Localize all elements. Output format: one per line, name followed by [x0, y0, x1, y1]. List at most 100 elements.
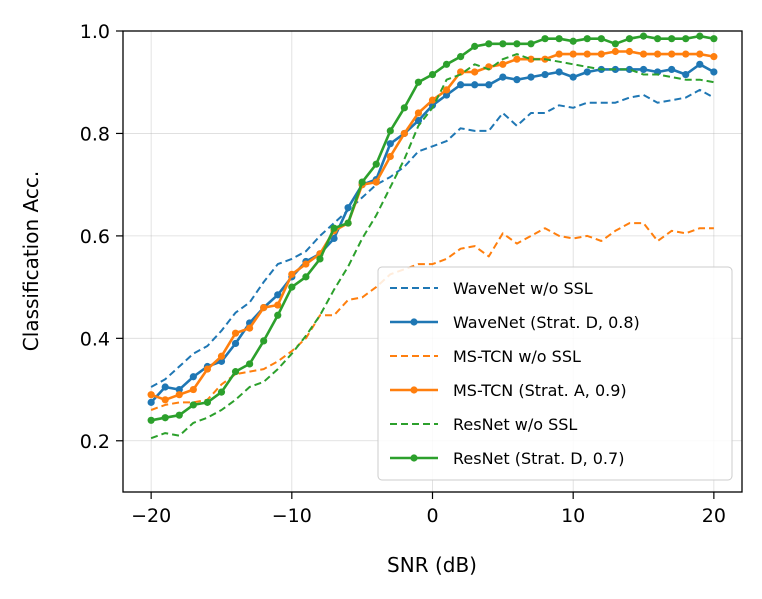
data-point-5-24 [485, 40, 493, 48]
x-axis-ticks: −20 −10 0 10 20 [131, 492, 726, 527]
data-point-1-28 [541, 70, 549, 79]
x-tick-label: 0 [426, 505, 438, 527]
data-point-1-38 [682, 70, 690, 79]
data-point-3-31 [583, 50, 591, 58]
series-line-2 [150, 222, 714, 411]
data-point-3-11 [302, 260, 310, 268]
data-point-1-13 [330, 234, 338, 243]
data-point-5-4 [203, 398, 212, 406]
data-point-1-26 [513, 76, 521, 84]
legend-marker-3 [410, 386, 418, 394]
data-point-3-18 [400, 129, 408, 138]
data-point-5-38 [682, 35, 690, 43]
data-point-1-0 [147, 398, 155, 406]
legend-label-3: MS-TCN (Strat. A, 0.9) [453, 381, 627, 400]
x-tick-label: 20 [702, 505, 726, 527]
data-point-5-18 [400, 104, 408, 112]
data-point-5-2 [175, 411, 183, 419]
data-point-5-40 [710, 35, 718, 43]
data-point-1-6 [231, 339, 240, 348]
data-point-1-2 [175, 385, 183, 394]
data-point-5-25 [499, 40, 507, 48]
data-point-3-30 [569, 50, 577, 58]
x-tick-label: −20 [131, 505, 171, 527]
data-point-5-34 [625, 35, 634, 43]
data-point-1-40 [710, 68, 718, 76]
data-point-3-3 [189, 385, 197, 394]
data-point-1-31 [583, 68, 591, 76]
plot-series [147, 32, 718, 440]
data-point-3-7 [246, 324, 254, 332]
data-point-1-1 [161, 383, 169, 391]
y-tick-label: 0.8 [80, 123, 110, 145]
data-point-1-9 [274, 291, 282, 299]
x-tick-label: −10 [272, 505, 312, 527]
data-point-1-22 [457, 81, 465, 89]
data-point-5-0 [147, 416, 155, 424]
data-point-1-23 [471, 81, 479, 89]
y-tick-label: 0.4 [80, 328, 110, 350]
data-point-1-14 [344, 204, 352, 212]
data-point-5-35 [639, 32, 648, 40]
data-point-5-1 [161, 414, 169, 422]
data-point-3-6 [231, 329, 240, 337]
data-point-3-5 [217, 352, 226, 360]
data-point-3-37 [668, 50, 676, 58]
data-point-3-26 [513, 55, 521, 63]
data-point-3-27 [527, 55, 535, 63]
data-point-3-32 [597, 50, 605, 58]
data-point-1-39 [696, 60, 704, 68]
y-tick-label: 0.2 [80, 431, 110, 453]
data-point-3-9 [274, 301, 282, 309]
data-point-3-0 [147, 391, 155, 399]
data-point-3-39 [696, 50, 704, 58]
data-point-5-5 [217, 388, 226, 396]
data-point-3-34 [625, 47, 634, 56]
data-point-5-15 [358, 178, 366, 186]
legend-marker-5 [410, 454, 418, 462]
y-tick-label: 1.0 [80, 21, 110, 43]
data-point-5-3 [189, 401, 197, 409]
data-point-5-8 [260, 337, 268, 345]
legend-marker-1 [410, 318, 418, 326]
data-point-3-20 [428, 96, 437, 104]
data-point-5-17 [386, 127, 394, 135]
data-point-3-38 [682, 50, 690, 58]
data-point-3-2 [175, 391, 183, 399]
y-tick-label: 0.6 [80, 226, 110, 248]
legend-label-5: ResNet (Strat. D, 0.7) [453, 449, 624, 468]
x-tick-label: 10 [561, 505, 585, 527]
data-point-5-30 [569, 37, 577, 45]
data-point-1-27 [527, 73, 535, 81]
data-point-1-30 [569, 73, 577, 81]
data-point-5-6 [231, 368, 240, 376]
data-point-3-36 [653, 50, 662, 58]
data-point-5-37 [668, 35, 676, 43]
legend: WaveNet w/o SSL WaveNet (Strat. D, 0.8) MS… [377, 266, 733, 481]
data-point-5-19 [414, 78, 423, 86]
y-axis-label: Classification Acc. [19, 171, 43, 351]
data-point-5-39 [696, 32, 704, 40]
data-point-5-10 [288, 283, 296, 291]
legend-label-1: WaveNet (Strat. D, 0.8) [453, 313, 640, 332]
data-point-5-14 [344, 219, 352, 227]
data-point-5-27 [527, 40, 535, 48]
series-line-0 [150, 88, 715, 388]
data-point-1-35 [639, 65, 648, 74]
data-point-1-29 [555, 68, 563, 76]
data-point-3-33 [611, 47, 619, 56]
data-point-3-23 [471, 68, 479, 76]
data-point-3-35 [639, 50, 648, 58]
data-point-5-7 [246, 360, 254, 368]
data-point-5-11 [302, 273, 310, 281]
data-point-5-26 [513, 40, 521, 48]
data-point-3-40 [710, 53, 718, 61]
data-point-5-28 [541, 35, 549, 43]
data-point-5-16 [372, 160, 380, 168]
data-point-1-3 [189, 373, 197, 381]
series-line-4 [150, 53, 715, 440]
data-point-5-33 [611, 40, 619, 48]
data-point-3-22 [457, 68, 465, 76]
data-point-3-4 [203, 365, 212, 373]
